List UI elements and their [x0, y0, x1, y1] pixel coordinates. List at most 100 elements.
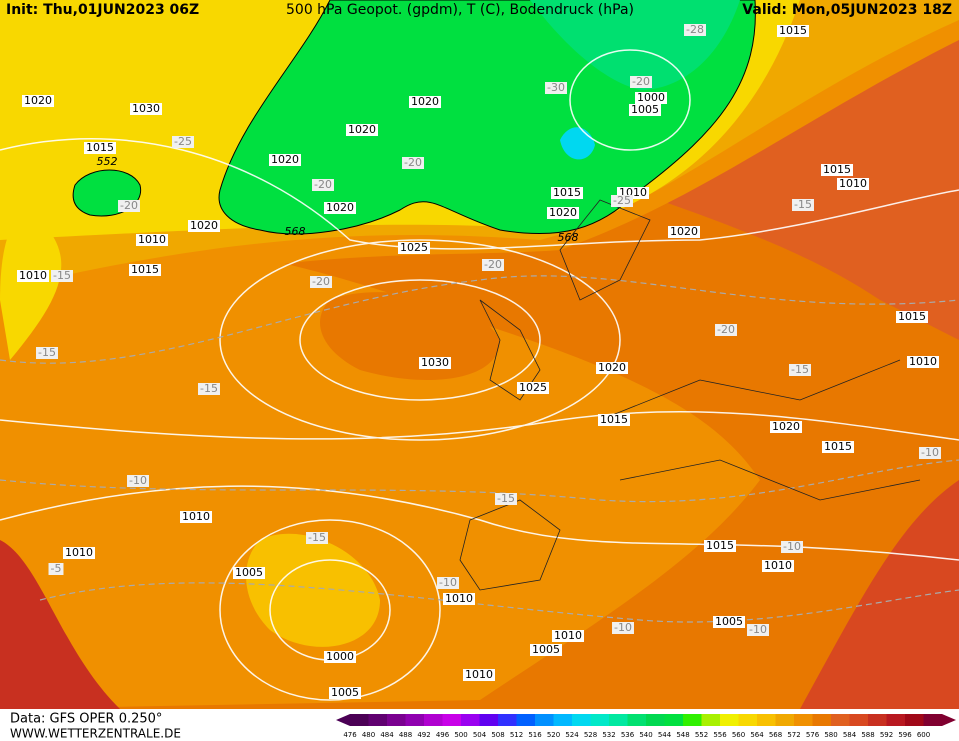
pressure-label-box [552, 630, 584, 642]
colorbar-label: 548 [676, 731, 689, 739]
pressure-label-box [704, 540, 736, 552]
colorbar-swatch [720, 714, 739, 726]
colorbar-label: 560 [732, 731, 745, 739]
colorbar-label: 528 [584, 731, 597, 739]
pressure-label-box [551, 187, 583, 199]
geopotential-label: 552 [97, 155, 118, 168]
colorbar-label: 584 [843, 731, 857, 739]
temperature-label-box [747, 624, 769, 636]
temperature-label: -20 [484, 258, 502, 271]
pressure-label-box [463, 669, 495, 681]
temperature-label-box [437, 577, 459, 589]
init-time: Init: Thu,01JUN2023 06Z [6, 2, 199, 18]
temperature-label: -20 [312, 275, 330, 288]
pressure-label: 1015 [600, 413, 628, 426]
colorbar-swatch [627, 714, 646, 726]
colorbar-swatch [886, 714, 905, 726]
colorbar-label: 476 [343, 731, 357, 739]
temperature-label: -25 [174, 135, 192, 148]
colorbar-arrow-right [942, 714, 956, 726]
temperature-label: -25 [613, 194, 631, 207]
pressure-label-box [84, 142, 116, 154]
pressure-label-box [668, 226, 700, 238]
pressure-label: 1020 [326, 201, 354, 214]
colorbar-swatch [609, 714, 628, 726]
temperature-label: -10 [129, 474, 147, 487]
pressure-label: 1020 [24, 94, 52, 107]
pressure-label-box [233, 567, 265, 579]
pressure-label: 1015 [823, 163, 851, 176]
colorbar-swatch [849, 714, 868, 726]
temperature-label: -10 [439, 576, 457, 589]
pressure-label: 1020 [772, 420, 800, 433]
pressure-label-box [822, 441, 854, 453]
pressure-label: 1015 [898, 310, 926, 323]
pressure-label-box [409, 96, 441, 108]
pressure-label: 1015 [706, 539, 734, 552]
temperature-label-box [312, 179, 334, 191]
pressure-label: 1010 [764, 559, 792, 572]
pressure-label: 1015 [131, 263, 159, 276]
pressure-label: 1020 [411, 95, 439, 108]
pressure-label: 1020 [348, 123, 376, 136]
pressure-label: 1010 [554, 629, 582, 642]
pressure-label: 1020 [190, 219, 218, 232]
pressure-label-box [770, 421, 802, 433]
colorbar-swatch [424, 714, 443, 726]
temperature-label: -15 [200, 382, 218, 395]
pressure-label-box [530, 644, 562, 656]
pressure-label: 1025 [400, 241, 428, 254]
temperature-label: -20 [120, 199, 138, 212]
temperature-label: -15 [791, 363, 809, 376]
pressure-label-box [777, 25, 809, 37]
pressure-label: 1010 [839, 177, 867, 190]
temperature-label: -15 [53, 269, 71, 282]
temperature-label: -10 [921, 446, 939, 459]
pressure-label: 1015 [86, 141, 114, 154]
temperature-label: -30 [547, 81, 565, 94]
pressure-label-box [598, 414, 630, 426]
pressure-label-box [188, 220, 220, 232]
pressure-label-box [130, 103, 162, 115]
geopotential-label: 568 [285, 225, 306, 238]
pressure-label-box [346, 124, 378, 136]
pressure-label-box [443, 593, 475, 605]
colorbar-swatch [479, 714, 498, 726]
pressure-label: 1005 [532, 643, 560, 656]
colorbar-label: 480 [362, 731, 375, 739]
colorbar-swatch [553, 714, 572, 726]
colorbar-swatch [701, 714, 720, 726]
pressure-label-box [517, 382, 549, 394]
pressure-label-box [63, 547, 95, 559]
pressure-label: 1000 [326, 650, 354, 663]
colorbar-swatch [923, 714, 942, 726]
pressure-label-box [22, 95, 54, 107]
colorbar-swatch [516, 714, 535, 726]
colorbar-label: 500 [454, 731, 467, 739]
pressure-label: 1015 [779, 24, 807, 37]
pressure-label: 1000 [637, 91, 665, 104]
temperature-label-box [48, 563, 64, 575]
temperature-label: -15 [38, 346, 56, 359]
colorbar-label: 536 [621, 731, 635, 739]
pressure-label-box [837, 178, 869, 190]
colorbar-label: 576 [806, 731, 820, 739]
temperature-label-box [715, 324, 737, 336]
temperature-label-box [482, 259, 504, 271]
temperature-label: -28 [686, 23, 704, 36]
temperature-label-box [306, 532, 328, 544]
map-title: 500 hPa Geopot. (gpdm), T (C), Bodendruc… [286, 2, 634, 18]
temperature-label: -10 [783, 540, 801, 553]
colorbar-label: 508 [491, 731, 504, 739]
pressure-label-box [821, 164, 853, 176]
colorbar-label: 504 [473, 731, 487, 739]
pressure-label: 1005 [331, 686, 359, 699]
temperature-label-box [118, 200, 140, 212]
colorbar-label: 596 [898, 731, 912, 739]
pressure-label-box [635, 92, 667, 104]
colorbar-swatch [831, 714, 850, 726]
pressure-label: 1010 [445, 592, 473, 605]
colorbar-label: 564 [750, 731, 764, 739]
temperature-label-box [495, 493, 517, 505]
colorbar-swatch [498, 714, 517, 726]
